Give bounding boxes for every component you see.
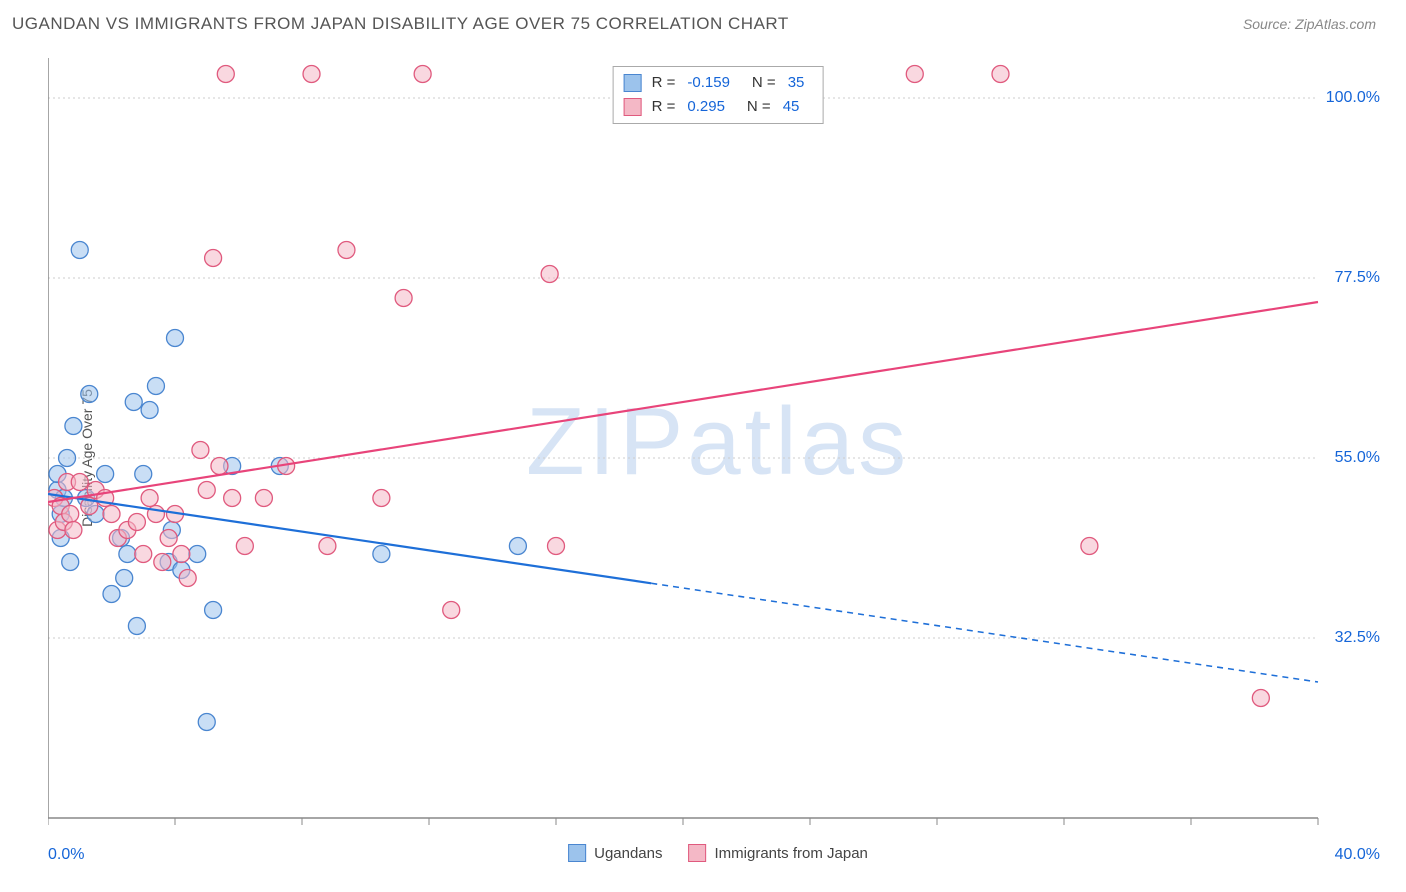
- legend-label: Ugandans: [594, 845, 662, 862]
- swatch-ugandans: [624, 74, 642, 92]
- y-tick-label: 32.5%: [1333, 629, 1382, 647]
- y-tick-label: 100.0%: [1324, 89, 1382, 107]
- x-max-label: 40.0%: [1335, 846, 1380, 864]
- chart-title: UGANDAN VS IMMIGRANTS FROM JAPAN DISABIL…: [12, 14, 789, 34]
- chart-source: Source: ZipAtlas.com: [1243, 16, 1376, 32]
- x-min-label: 0.0%: [48, 846, 84, 864]
- correlation-legend: R = -0.159 N = 35 R = 0.295 N = 45: [613, 66, 824, 124]
- swatch-icon: [689, 844, 707, 862]
- legend-item-japan: Immigrants from Japan: [689, 844, 868, 862]
- legend-label: Immigrants from Japan: [715, 845, 868, 862]
- n-value-japan: 45: [783, 95, 800, 119]
- legend-row-ugandans: R = -0.159 N = 35: [624, 71, 809, 95]
- y-tick-label: 77.5%: [1333, 269, 1382, 287]
- n-value-ugandans: 35: [788, 71, 805, 95]
- y-tick-label: 55.0%: [1333, 449, 1382, 467]
- r-value-ugandans: -0.159: [687, 71, 730, 95]
- chart-header: UGANDAN VS IMMIGRANTS FROM JAPAN DISABIL…: [0, 0, 1406, 42]
- series-legend: Ugandans Immigrants from Japan: [568, 844, 868, 862]
- chart-container: Disability Age Over 75 ZIPatlas R = -0.1…: [48, 58, 1388, 858]
- swatch-icon: [568, 844, 586, 862]
- r-value-japan: 0.295: [687, 95, 725, 119]
- legend-row-japan: R = 0.295 N = 45: [624, 95, 809, 119]
- swatch-japan: [624, 98, 642, 116]
- scatter-plot: [48, 58, 1388, 858]
- legend-item-ugandans: Ugandans: [568, 844, 662, 862]
